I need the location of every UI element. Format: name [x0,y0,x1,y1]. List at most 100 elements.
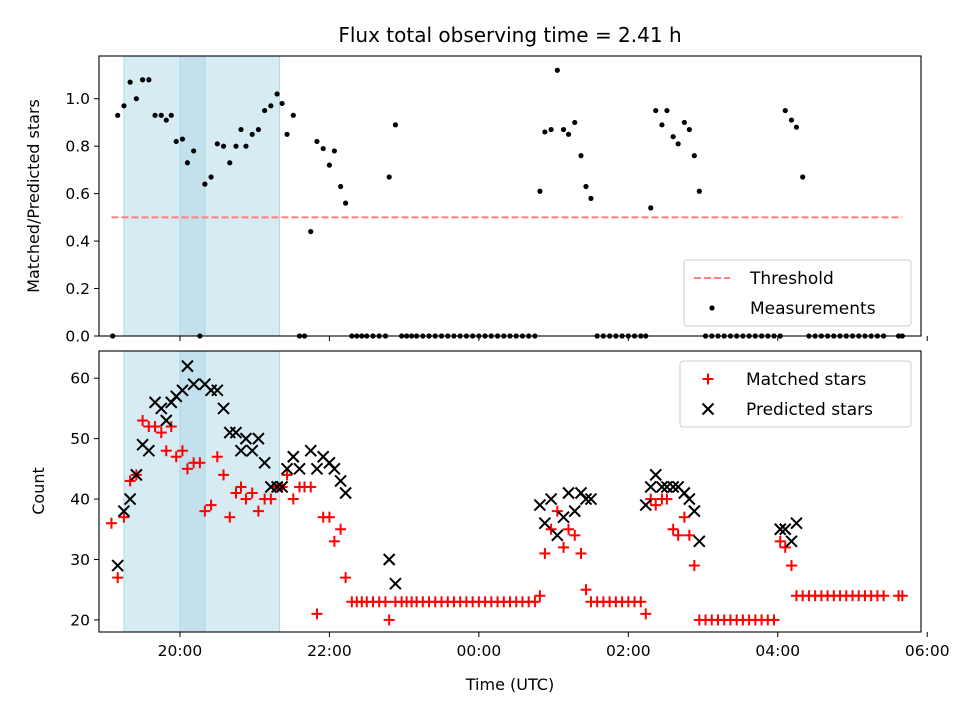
legend-label: Measurements [750,299,876,319]
data-point-b [270,480,284,494]
data-point [184,160,191,166]
data-point-b [562,486,575,500]
data-point-b [310,462,324,476]
data-point [240,493,252,505]
y-tick-label: 0.4 [65,233,90,251]
data-point [650,499,662,511]
data-point-b [234,444,248,457]
data-point [785,560,797,572]
data-point [383,614,395,626]
y-axis-title-bottom: Count [29,467,48,515]
data-point [124,475,136,487]
data-point [284,131,290,137]
data-point [551,529,564,542]
data-point [173,138,179,145]
data-point [249,131,255,137]
data-point [670,134,676,140]
data-point [163,117,169,123]
data-point [111,559,124,572]
data-point-b [252,432,265,445]
data-point [529,596,541,608]
data-point [664,107,670,114]
x-tick-label: 20:00 [158,642,203,660]
data-point [105,517,117,529]
data-point [578,153,584,159]
data-point [686,126,692,133]
data-point [139,77,146,83]
data-point-b [693,535,706,548]
data-point-b [649,468,662,482]
data-point [280,462,294,476]
data-point [338,183,344,190]
data-point-b [293,462,306,476]
observing-interval-2 [179,350,281,633]
data-point [580,584,592,596]
data-point [220,143,227,149]
data-point-b [644,480,657,494]
data-point-b [130,468,143,482]
data-point [218,469,230,481]
data-point [548,126,554,133]
data-point [666,480,680,494]
data-point [234,444,248,457]
data-point-b [136,438,149,451]
data-point-b [229,426,243,439]
data-point [635,596,647,608]
data-point [557,510,570,524]
data-point [152,112,158,118]
data-point [121,103,127,109]
data-point [191,148,197,154]
data-point-b [155,402,168,415]
legend-label: Predicted stars [746,400,873,420]
data-point-b [544,492,558,506]
data-point [146,77,152,83]
data-point [170,451,182,463]
data-point [290,112,296,118]
data-point [305,481,317,493]
legend-x-swatch [701,402,715,416]
y-tick-label: 20 [70,611,90,629]
data-point [149,421,161,433]
plot-frame [98,55,922,337]
data-point [655,480,669,494]
data-point [339,486,352,500]
y-axis-title-top: Matched/Predicted stars [24,99,43,293]
legend-dot-swatch [709,305,715,311]
data-point [238,126,244,133]
data-point-b [568,504,581,518]
data-point [118,511,130,523]
data-point-b [334,474,347,488]
data-point [560,126,567,133]
data-point [562,486,575,500]
data-point [160,445,172,457]
ratio-panel: 0.0 0.2 0.4 0.6 0.8 1.0 Threshold Measurements [65,55,928,346]
data-point [274,91,280,97]
data-point-b [287,450,300,463]
data-point [681,119,687,126]
data-point [648,205,654,211]
x-tick-label: 06:00 [905,642,950,660]
data-point [537,188,543,194]
data-point [793,124,800,130]
data-point [688,560,700,572]
data-point [187,378,200,391]
legend-box [679,360,912,428]
data-point [160,414,173,427]
x-tick-label: 04:00 [755,642,800,660]
data-point-b [181,359,194,373]
y-tick-label: 1.0 [65,90,90,108]
count-panel: 20 30 40 50 60 20:00 22:00 00:00 02:00 04:00 06:00… [70,350,950,660]
y-tick-label: 0.6 [65,185,90,203]
data-point-b [142,444,156,457]
data-point [335,523,347,535]
data-point-b [339,486,352,500]
data-point [130,468,143,482]
data-point [205,499,217,511]
data-point [563,523,575,535]
data-point [800,174,806,180]
data-point [538,517,552,530]
data-point [386,174,392,180]
data-point [785,535,798,548]
data-point [252,432,265,445]
